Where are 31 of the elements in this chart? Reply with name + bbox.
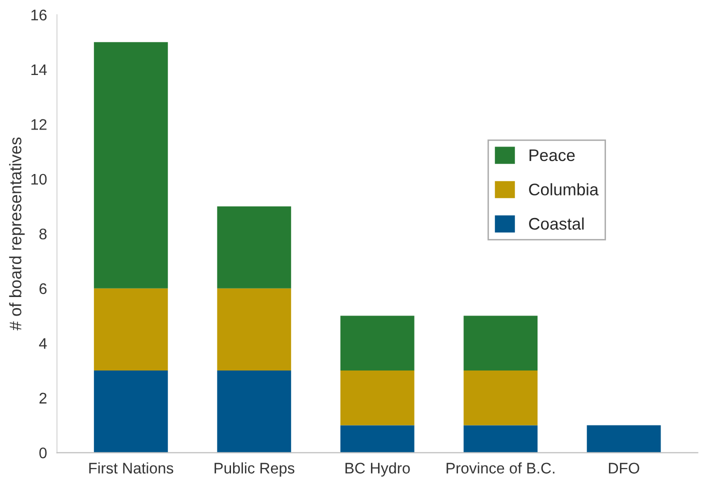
bar: [340, 316, 414, 371]
legend-label: Columbia: [529, 183, 599, 196]
y-axis-title: # of board representatives: [9, 137, 25, 330]
x-tick-label: BC Hydro: [346, 462, 410, 477]
y-tick-label: 8: [39, 228, 47, 240]
bar: [464, 316, 538, 371]
bar: [340, 425, 414, 453]
bar: [217, 288, 292, 371]
bar: [217, 370, 292, 453]
bar: [586, 425, 661, 453]
y-tick-label: 2: [40, 392, 46, 404]
bar: [94, 42, 168, 288]
y-tick-label: 6: [40, 283, 47, 294]
bar: [94, 370, 168, 453]
y-tick-label: 16: [31, 10, 47, 20]
bar: [464, 425, 538, 453]
y-tick-label: 12: [31, 119, 46, 130]
bar: [94, 288, 168, 371]
bar: [464, 370, 538, 426]
x-tick-label: First Nations: [89, 462, 174, 474]
bar: [340, 370, 414, 426]
y-tick-label: 0: [39, 448, 47, 458]
x-tick-label: Public Reps: [214, 462, 294, 477]
y-tick-label: 10: [31, 174, 47, 185]
x-tick-label: DFO: [608, 462, 640, 474]
legend-label: Coastal: [529, 217, 584, 230]
y-tick-label: 4: [39, 338, 47, 349]
y-tick-label: 14: [31, 64, 47, 76]
bar: [217, 206, 292, 288]
legend-label: Peace: [530, 150, 575, 162]
x-tick-label: Province of B.C.: [446, 462, 554, 474]
